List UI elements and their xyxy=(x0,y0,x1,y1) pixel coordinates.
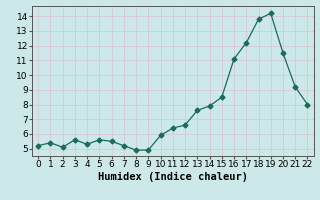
X-axis label: Humidex (Indice chaleur): Humidex (Indice chaleur) xyxy=(98,172,248,182)
